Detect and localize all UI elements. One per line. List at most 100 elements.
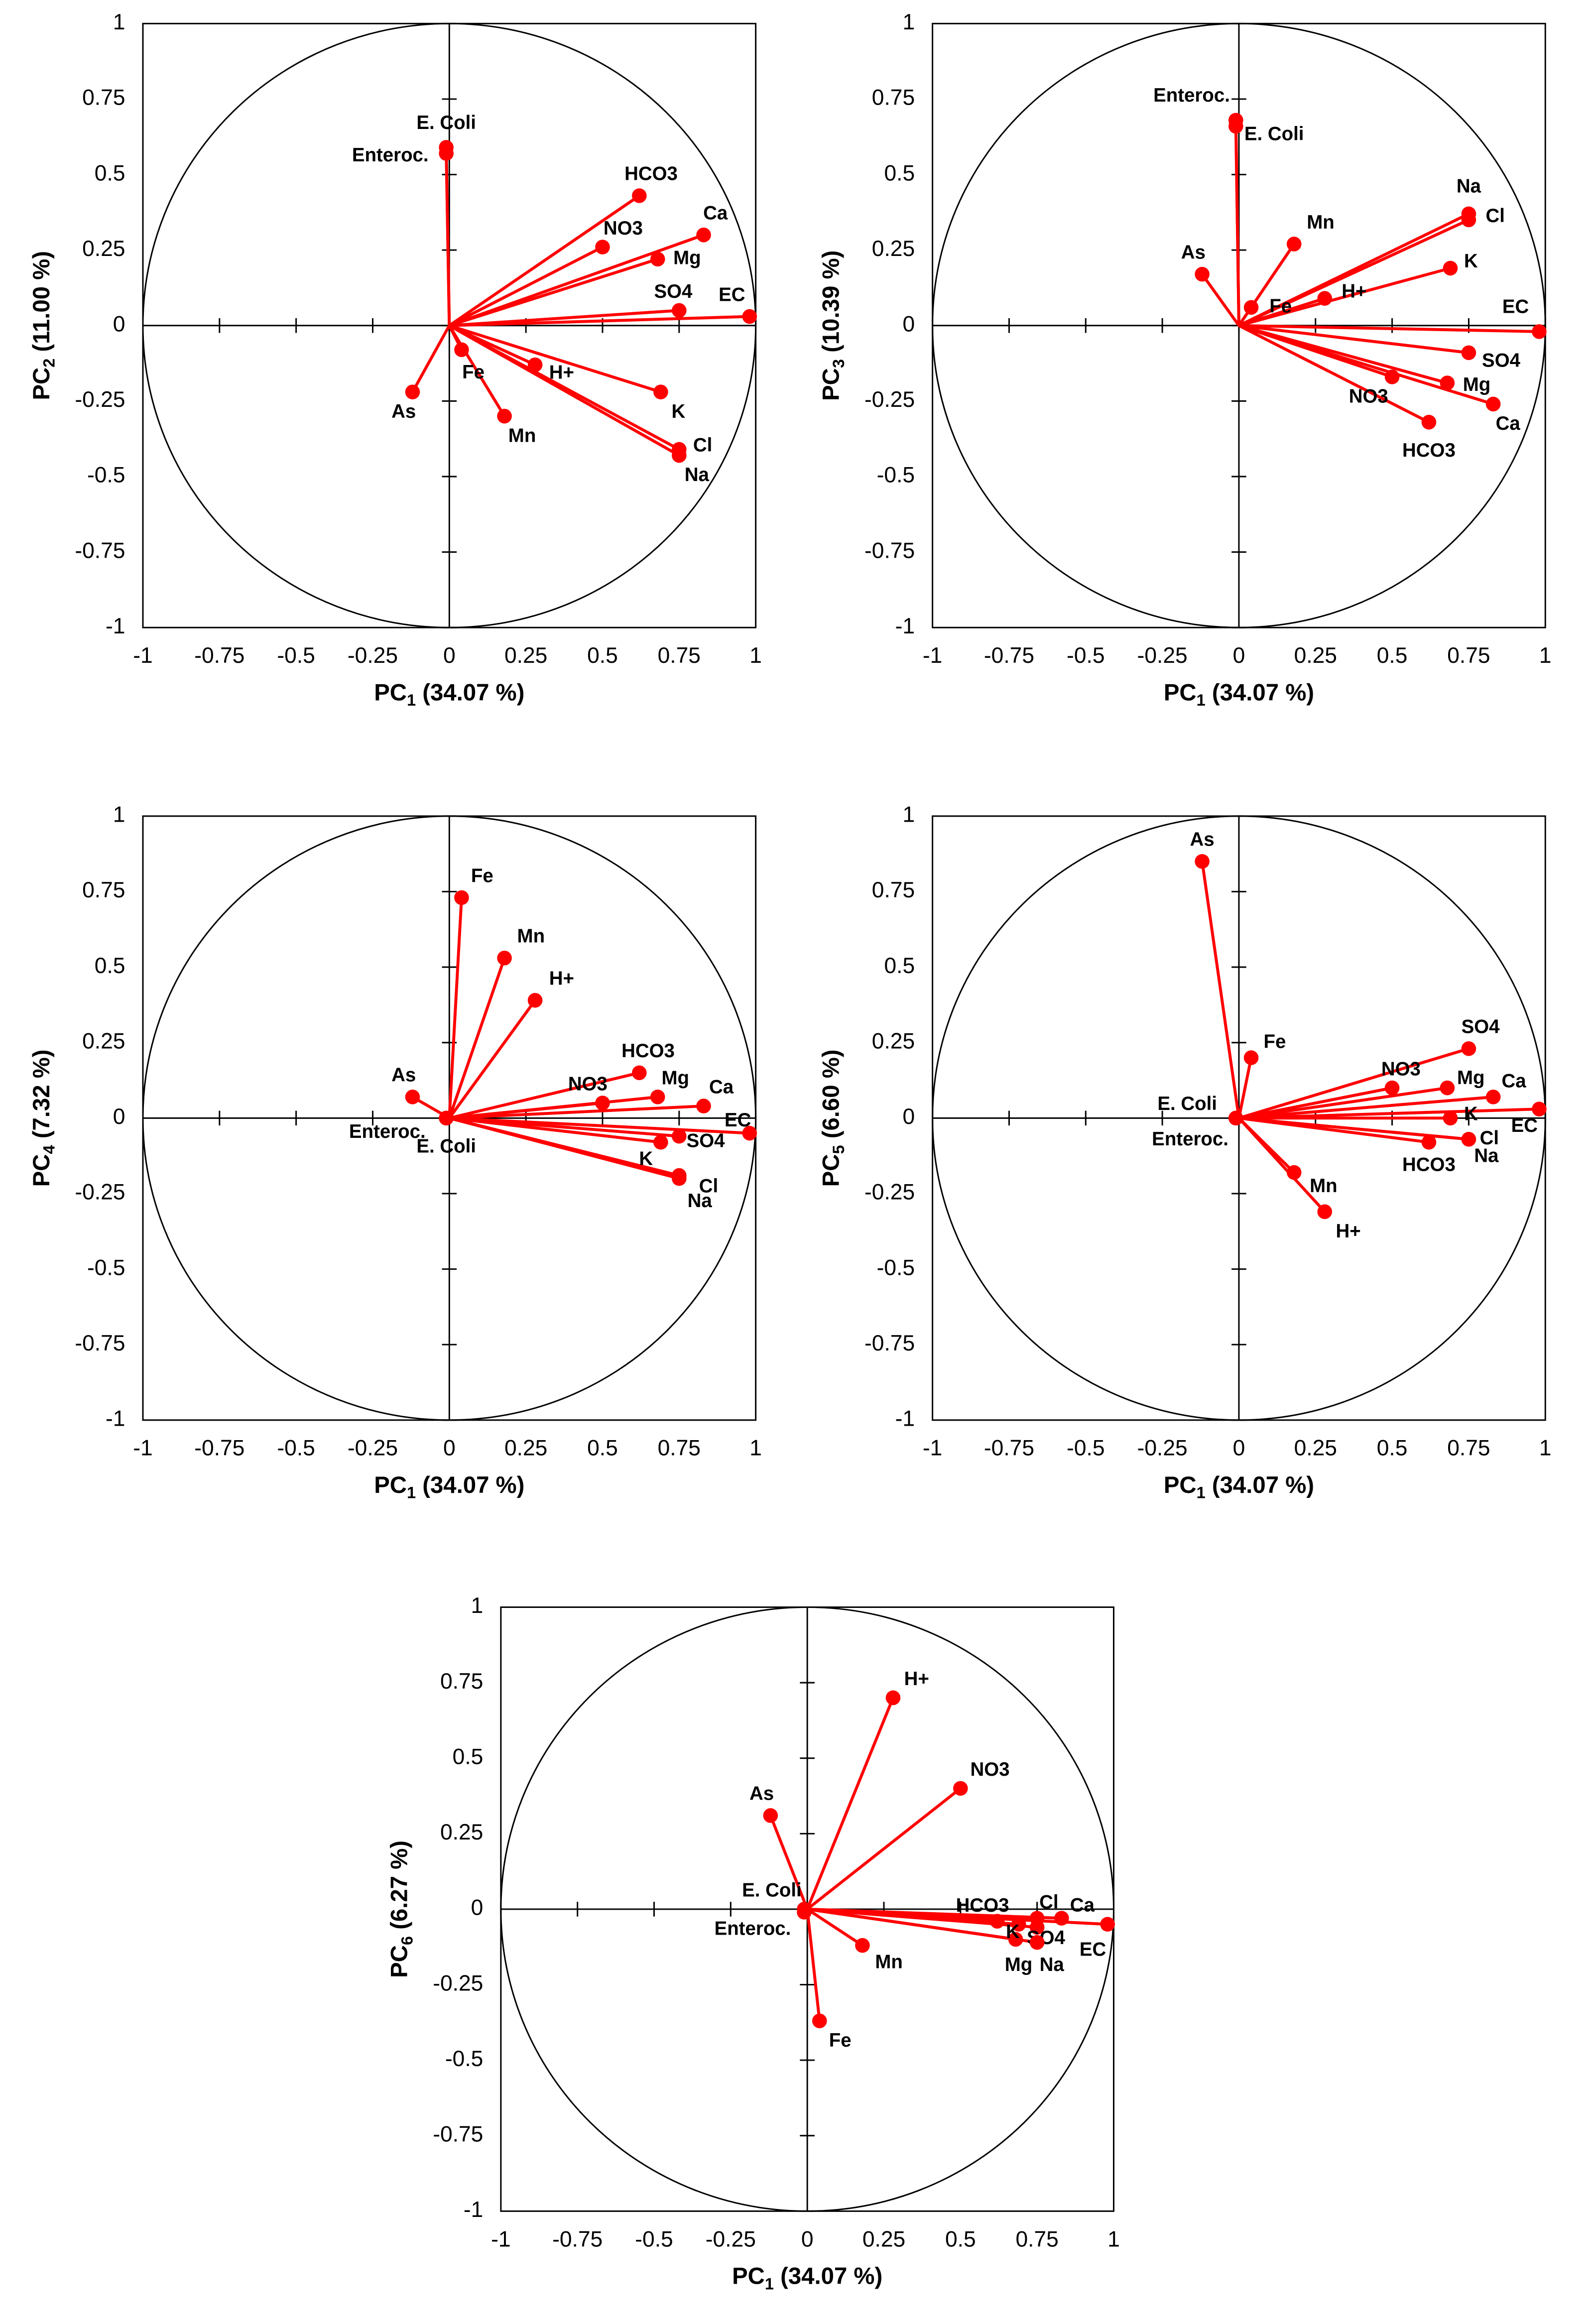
point-label: Cl xyxy=(693,435,712,456)
loading-point xyxy=(1461,1132,1476,1147)
y-tick-label: -0.5 xyxy=(877,463,915,488)
x-axis-title: PC1 (34.07 %) xyxy=(374,679,524,709)
x-tick-label: 0.75 xyxy=(1447,643,1490,668)
y-tick-label: 0.5 xyxy=(95,161,125,185)
loading-point xyxy=(1384,369,1400,384)
point-label: E. Coli xyxy=(416,1136,476,1157)
loading-vector xyxy=(1238,324,1540,333)
point-label: HCO3 xyxy=(621,1040,675,1062)
y-tick-label: 0 xyxy=(902,1104,915,1129)
x-tick-label: 0.5 xyxy=(1377,1436,1408,1461)
loading-vector xyxy=(448,897,463,1118)
loading-vector xyxy=(449,257,658,327)
loading-point xyxy=(885,1690,901,1706)
y-tick-label: 1 xyxy=(113,803,125,827)
x-axis-title-main: PC xyxy=(1164,679,1197,706)
y-tick-label: -1 xyxy=(895,614,915,638)
point-label: Cl xyxy=(1485,205,1504,227)
loading-point xyxy=(439,1110,454,1126)
loading-vector xyxy=(769,1815,809,1910)
loading-point xyxy=(742,1125,757,1141)
loading-vector xyxy=(448,999,536,1119)
loading-vector xyxy=(449,1116,680,1180)
point-label: K xyxy=(1464,250,1478,272)
point-label: Ca xyxy=(1496,413,1521,434)
loading-point xyxy=(696,228,711,243)
y-axis-title-main: PC xyxy=(386,1945,412,1978)
y-tick-label: 0.75 xyxy=(440,1669,483,1694)
y-tick-label: 0.75 xyxy=(872,86,915,110)
x-tick-label: -1 xyxy=(133,643,152,668)
chart: -1 -0.75 -0.5 -0.25 0 0.25 0.5 0.75 1 -1 -0.75 -0.5… xyxy=(28,10,762,709)
loading-point xyxy=(672,1128,687,1144)
loading-point xyxy=(1532,1101,1547,1116)
x-tick-label: -0.25 xyxy=(1137,643,1188,668)
x-axis-title: PC1 (34.07 %) xyxy=(1164,679,1314,709)
y-tick-label: 1 xyxy=(471,1593,484,1618)
y-tick-label: 0.5 xyxy=(884,161,915,185)
point-label: E. Coli xyxy=(742,1880,802,1901)
x-tick-label: 0.25 xyxy=(504,1436,547,1461)
x-tick-label: -0.5 xyxy=(277,643,315,668)
x-tick-label: 1 xyxy=(749,643,762,668)
point-label: K xyxy=(639,1148,653,1170)
x-tick-label: -0.5 xyxy=(1067,1436,1104,1461)
x-tick-label: 0.5 xyxy=(587,1436,618,1461)
y-axis-title: PC3 (10.39 %) xyxy=(818,250,848,401)
x-axis-title-rest: (34.07 %) xyxy=(1206,1471,1314,1498)
loading-point xyxy=(763,1808,778,1823)
loading-vector xyxy=(448,194,640,327)
loading-vector xyxy=(1238,212,1469,327)
x-axis-title-main: PC xyxy=(732,2263,765,2289)
y-axis-title: PC4 (7.32 %) xyxy=(28,1049,58,1187)
x-tick-label: 1 xyxy=(1107,2227,1120,2251)
point-label: SO4 xyxy=(654,281,693,302)
x-tick-label: 0.25 xyxy=(504,643,547,668)
x-tick-label: 1 xyxy=(1539,1436,1552,1461)
loading-point xyxy=(653,384,668,399)
y-tick-label: 1 xyxy=(902,10,915,34)
point-label: Na xyxy=(688,1190,713,1212)
y-tick-label: 1 xyxy=(113,10,125,34)
y-axis-title: PC5 (6.60 %) xyxy=(818,1049,848,1187)
y-axis-title-main: PC xyxy=(818,1154,844,1187)
y-tick-label: 0.75 xyxy=(82,878,125,902)
y-tick-label: 0 xyxy=(902,312,915,337)
loading-point xyxy=(1008,1932,1023,1947)
loading-point xyxy=(497,408,512,424)
point-label: Ca xyxy=(703,203,728,224)
point-label: Enteroc. xyxy=(1153,85,1230,106)
point-label: Na xyxy=(685,464,710,486)
y-axis-title-rest: (10.39 %) xyxy=(818,250,844,359)
y-tick-label: -0.25 xyxy=(864,387,915,412)
loading-point xyxy=(696,1099,711,1113)
loading-point xyxy=(1421,415,1437,430)
x-axis-title: PC1 (34.07 %) xyxy=(374,1471,524,1501)
point-label: Mg xyxy=(661,1068,689,1089)
x-axis-title-sub: 1 xyxy=(1197,691,1206,709)
y-tick-label: -0.75 xyxy=(864,1331,915,1355)
loading-point xyxy=(632,1065,647,1081)
point-label: Mg xyxy=(673,247,701,269)
y-tick-label: -0.75 xyxy=(433,2122,483,2147)
y-tick-label: -0.25 xyxy=(75,387,125,412)
loading-point xyxy=(742,309,757,324)
loading-vector xyxy=(1238,1107,1540,1120)
y-tick-label: -1 xyxy=(464,2198,483,2222)
x-tick-label: -1 xyxy=(923,643,942,668)
loading-point xyxy=(672,448,687,463)
point-label: NO3 xyxy=(568,1074,608,1095)
loading-vector xyxy=(1238,266,1451,327)
y-tick-label: 0.75 xyxy=(872,878,915,902)
loading-vector xyxy=(806,1697,895,1910)
x-axis-title-sub: 1 xyxy=(407,691,416,709)
loading-point xyxy=(1243,1050,1259,1065)
loading-point xyxy=(405,1090,420,1104)
point-label: Mn xyxy=(1310,1175,1338,1197)
x-axis-title-rest: (34.07 %) xyxy=(416,679,524,706)
chart: -1 -0.75 -0.5 -0.25 0 0.25 0.5 0.75 1 -1 -0.75 -0.5… xyxy=(818,10,1552,709)
loading-vector xyxy=(449,1071,640,1120)
y-tick-label: 0 xyxy=(471,1896,484,1920)
y-tick-label: -0.25 xyxy=(864,1180,915,1205)
